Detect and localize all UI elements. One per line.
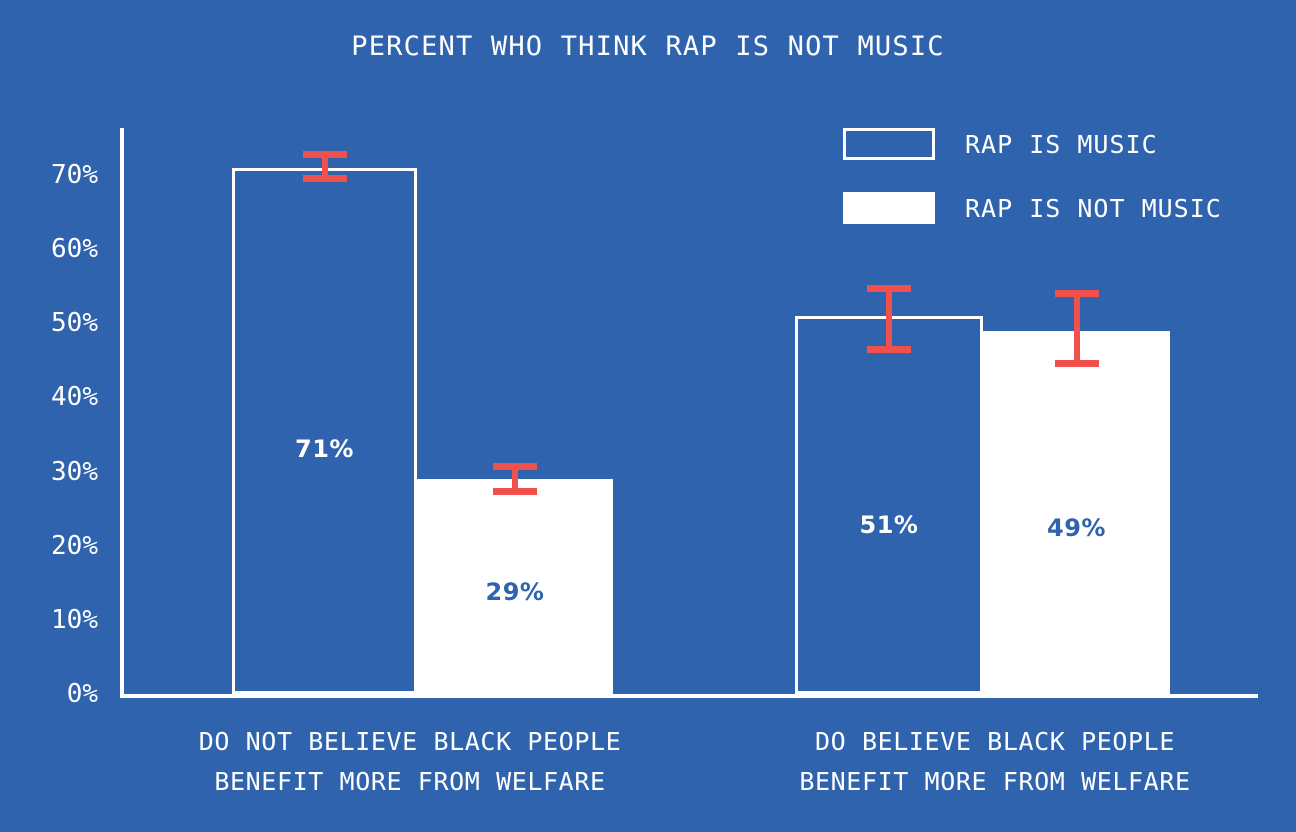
legend-swatch-outlined-icon (843, 128, 935, 160)
bar-value-label: 51% (859, 511, 919, 539)
x-axis-category-line: BENEFIT MORE FROM WELFARE (214, 767, 606, 796)
error-bar-cap-top (302, 150, 347, 158)
x-axis-line (120, 694, 1258, 698)
error-bar-cap-bottom (1054, 360, 1099, 367)
x-axis-category-line: DO NOT BELIEVE BLACK PEOPLE (198, 727, 622, 756)
bar-value-label: 49% (1047, 514, 1106, 542)
y-axis-tick-40: 40% (51, 382, 98, 413)
error-bar-stem (886, 284, 892, 353)
error-bar-cap-top (493, 463, 537, 471)
y-axis-tick-20: 20% (51, 530, 98, 561)
x-axis-category-1: DO BELIEVE BLACK PEOPLE BENEFIT MORE FROM… (715, 722, 1275, 802)
x-axis-category-line: DO BELIEVE BLACK PEOPLE (815, 727, 1175, 756)
bar-1-rap-is-music[interactable]: 51% (795, 315, 983, 694)
chart-title: PERCENT WHO THINK RAP IS NOT MUSIC (351, 31, 945, 62)
bar-0-rap-is-music[interactable]: 71% (232, 167, 417, 694)
y-axis-line (120, 128, 124, 698)
bar-0-rap-is-not-music[interactable]: 29% (417, 479, 613, 694)
bar-value-label: 71% (295, 435, 354, 463)
y-axis-tick-50: 50% (51, 308, 98, 339)
y-axis-tick-70: 70% (51, 160, 98, 190)
y-axis-tick-0: 0% (66, 679, 98, 709)
legend-swatch-filled-icon (843, 192, 935, 224)
error-bar-cap-top (867, 284, 911, 292)
error-bar-stem (512, 463, 518, 496)
bar-1-rap-is-not-music[interactable]: 49% (983, 330, 1170, 694)
plot-area: 0% 10% 20% 30% 40% 50% 60% 70% 71% 29% 51% 49% (51, 128, 1258, 709)
error-bar-cap-bottom (493, 488, 537, 496)
legend-label-rap-is-not-music: RAP IS NOT MUSIC (965, 193, 1222, 223)
chart-legend: RAP IS MUSIC RAP IS NOT MUSIC (843, 122, 1273, 250)
y-axis-tick-60: 60% (51, 234, 98, 265)
bar-value-label: 29% (485, 578, 545, 606)
x-axis-category-0: DO NOT BELIEVE BLACK PEOPLE BENEFIT MORE … (130, 722, 690, 802)
error-bar-stem (1073, 289, 1080, 367)
error-bar-cap-bottom (867, 345, 911, 353)
x-axis-category-line: BENEFIT MORE FROM WELFARE (799, 767, 1191, 796)
error-bar-cap-bottom (302, 175, 347, 183)
legend-item-rap-is-not-music[interactable]: RAP IS NOT MUSIC (843, 186, 1273, 230)
error-bar-stem (321, 150, 328, 183)
error-bar-cap-top (1054, 289, 1099, 297)
legend-item-rap-is-music[interactable]: RAP IS MUSIC (843, 122, 1273, 166)
y-axis-tick-30: 30% (51, 456, 98, 487)
y-axis-tick-10: 10% (51, 604, 98, 635)
legend-label-rap-is-music: RAP IS MUSIC (965, 129, 1158, 159)
